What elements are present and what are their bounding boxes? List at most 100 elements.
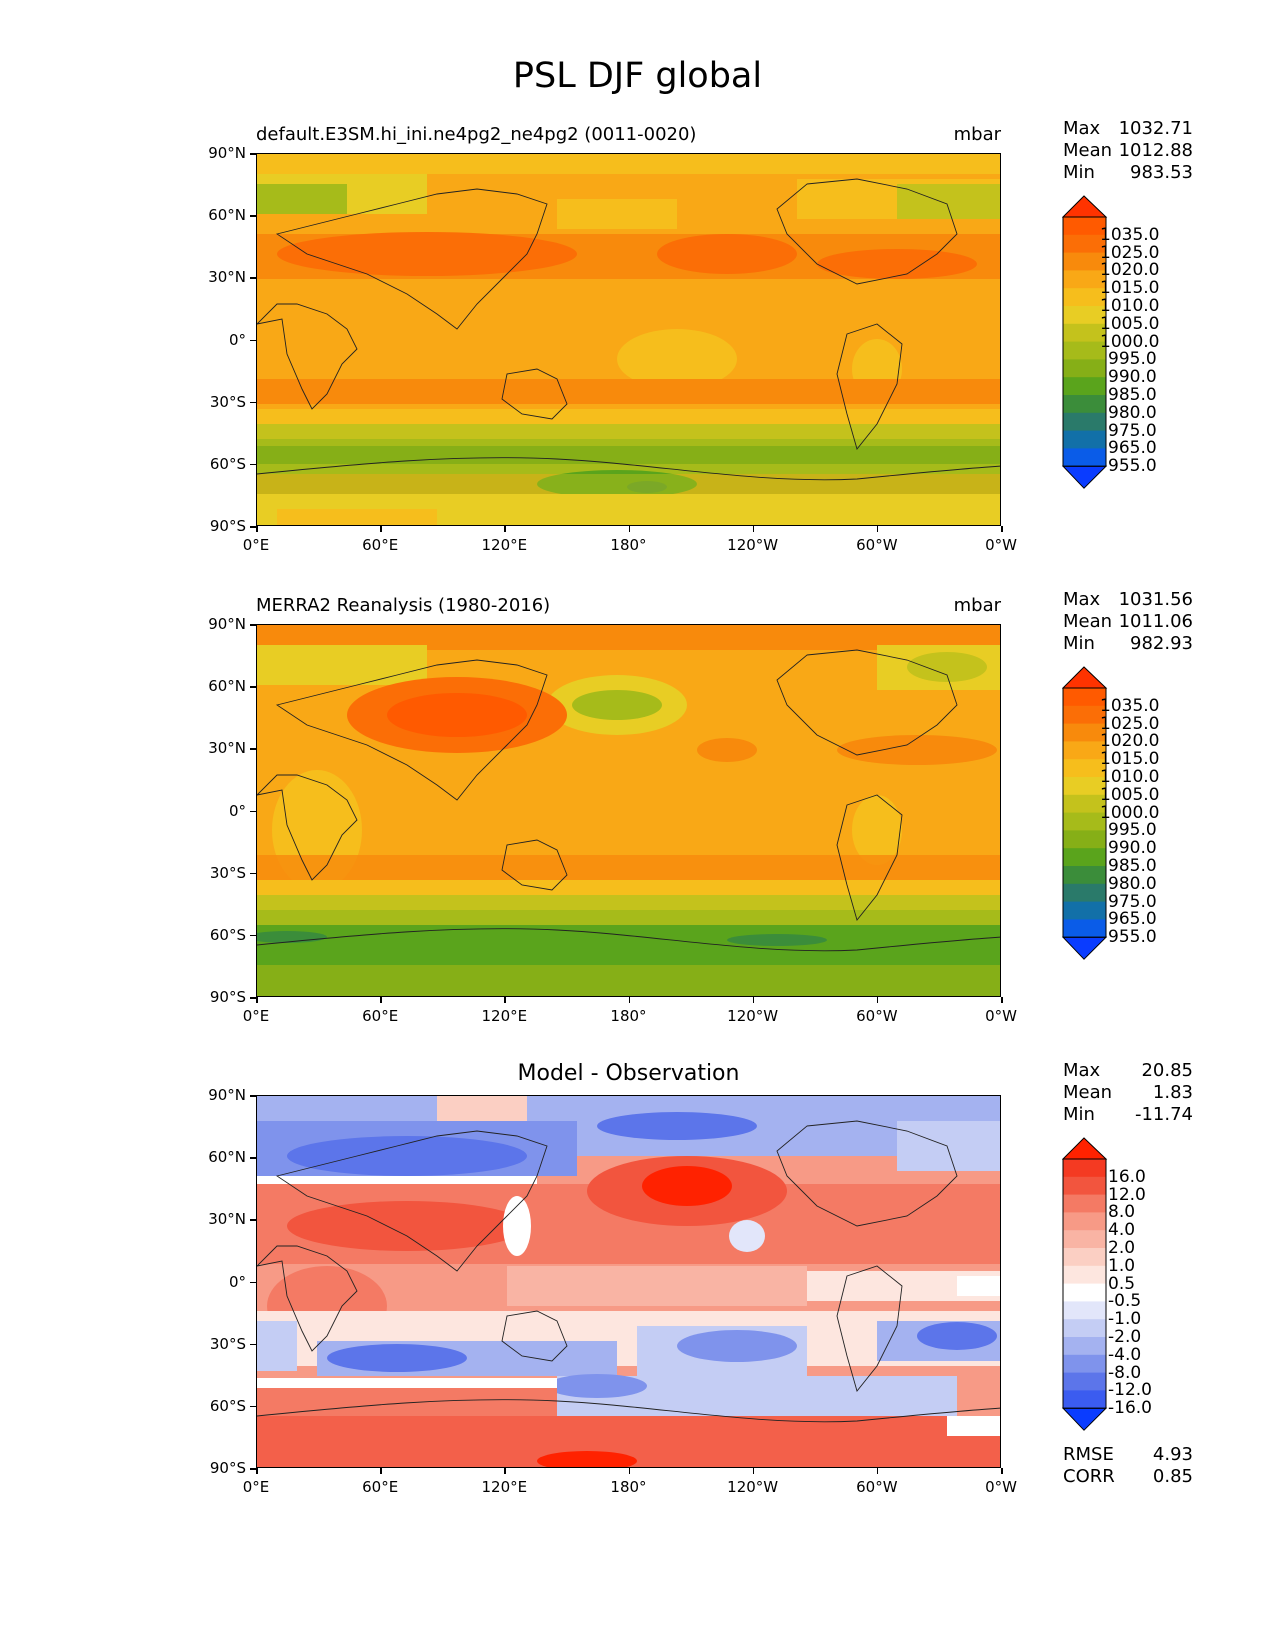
x-tick-mark [876,997,879,1003]
y-tick-mark [250,526,256,528]
y-tick-label: 60°S [209,925,246,944]
colorbar-tick-label: -4.0 [1108,1344,1142,1365]
colorbar-tick-label: 1015.0 [1100,278,1160,299]
colorbar-segment [1063,723,1106,742]
y-tick-mark [250,748,256,750]
y-tick-mark [250,810,256,812]
colorbar-panel-1 [1062,195,1108,489]
colorbar-segment [1063,901,1106,920]
mean-value: 1.83 [1152,1082,1193,1103]
min-value: 982.93 [1130,633,1193,654]
colorbar-tick-label: 955.0 [1108,456,1157,477]
colorbar-extend-bottom [1062,1407,1108,1431]
colorbar-segment [1063,919,1106,938]
panel-1-title: default.E3SM.hi_ini.ne4pg2_ne4pg2 (0011-… [256,124,697,145]
map-panel-1 [256,153,1001,526]
colorbar-segment [1063,848,1106,867]
colorbar-segment [1063,1159,1106,1178]
y-tick-mark [250,1281,256,1283]
colorbar-extend-top [1062,1137,1108,1160]
panel-3-title: Model - Observation [517,1061,740,1086]
y-tick-label: 30°N [208,268,246,287]
colorbar-panel-3 [1062,1137,1108,1431]
x-tick-mark [504,997,506,1003]
colorbar-segment [1063,1390,1106,1409]
y-tick-label: 90°N [208,1086,246,1104]
colorbar-tick-label: 965.0 [1108,438,1157,459]
colorbar-segment [1063,234,1106,254]
colorbar-segment [1063,1230,1106,1249]
map-panel-2 [256,624,1001,997]
y-tick-label: 90°N [208,144,246,162]
colorbar-segment [1063,866,1106,885]
panel-3-metrics: RMSE 4.93 CORR 0.85 [1063,1444,1193,1488]
x-tick-label: 60°E [362,1007,399,1025]
colorbar-segment [1063,252,1106,271]
y-tick-mark [250,686,256,688]
colorbar-tick-label: -1.0 [1108,1309,1142,1330]
x-tick-label: 0°W [985,536,1017,554]
y-tick-mark [250,624,256,626]
colorbar-segment [1063,1354,1106,1374]
x-tick-label: 0°E [242,536,270,554]
colorbar-segment [1063,777,1106,796]
x-tick-label: 60°W [856,536,898,554]
colorbar-outline [1062,216,1107,467]
colorbar-segment [1063,741,1106,760]
colorbar-tick-label: 995.0 [1108,820,1157,841]
x-tick-label: 120°W [727,1478,779,1496]
colorbar-tick-label: 980.0 [1108,873,1157,894]
colorbar-tick-label: 975.0 [1108,891,1157,912]
colorbar-panel-2 [1062,666,1108,960]
colorbar-segment [1063,288,1106,307]
y-tick-mark [250,401,256,404]
y-tick-mark [250,872,256,875]
colorbar-tick-label: 8.0 [1108,1202,1136,1223]
x-tick-mark [380,997,382,1003]
mean-value: 1011.06 [1118,611,1193,632]
max-value: 1032.71 [1118,118,1193,139]
x-tick-mark [256,526,258,532]
mean-label: Mean [1063,140,1113,161]
colorbar-tick-label: 1035.0 [1100,695,1160,716]
panel-2-title: MERRA2 Reanalysis (1980-2016) [256,595,551,616]
mean-label: Mean [1063,1082,1113,1103]
colorbar-segment [1063,217,1106,236]
colorbar-tick-label: 1015.0 [1100,749,1160,770]
x-tick-mark [752,997,755,1003]
y-tick-label: 60°N [208,1148,246,1167]
y-tick-label: 60°S [209,1396,246,1415]
y-tick-label: 0° [228,1272,246,1291]
min-label: Min [1063,633,1095,654]
x-tick-mark [628,526,630,532]
x-tick-mark [1001,1468,1003,1474]
colorbar-tick-label: 1025.0 [1100,713,1160,734]
colorbar-outline [1062,687,1107,938]
colorbar-tick-label: 0.5 [1108,1273,1136,1294]
x-tick-label: 60°E [362,536,399,554]
x-tick-mark [628,1468,630,1474]
y-tick-mark [250,1157,256,1159]
y-tick-label: 0° [228,801,246,820]
x-tick-mark [1001,526,1003,532]
panel-2-unit: mbar [953,595,1001,616]
x-tick-label: 60°E [362,1478,399,1496]
colorbar-segment [1063,341,1106,360]
x-tick-label: 120°E [481,1007,528,1025]
x-tick-mark [380,1468,382,1474]
colorbar-tick-label: 1010.0 [1100,296,1160,316]
colorbar-tick-label: 2.0 [1108,1238,1136,1258]
y-tick-mark [250,1095,256,1097]
max-value: 20.85 [1141,1060,1193,1081]
colorbar-segment [1063,1337,1106,1356]
colorbar-segment [1063,1176,1106,1196]
x-tick-label: 120°W [727,1007,779,1025]
x-tick-label: 180° [610,1478,647,1496]
colorbar-segment [1063,270,1106,289]
corr-label: CORR [1063,1466,1115,1487]
colorbar-extend-bottom [1062,465,1108,489]
colorbar-tick-label: 990.0 [1108,367,1157,388]
y-tick-mark [250,1468,256,1470]
x-tick-label: 60°W [856,1007,898,1025]
x-tick-mark [504,526,506,532]
